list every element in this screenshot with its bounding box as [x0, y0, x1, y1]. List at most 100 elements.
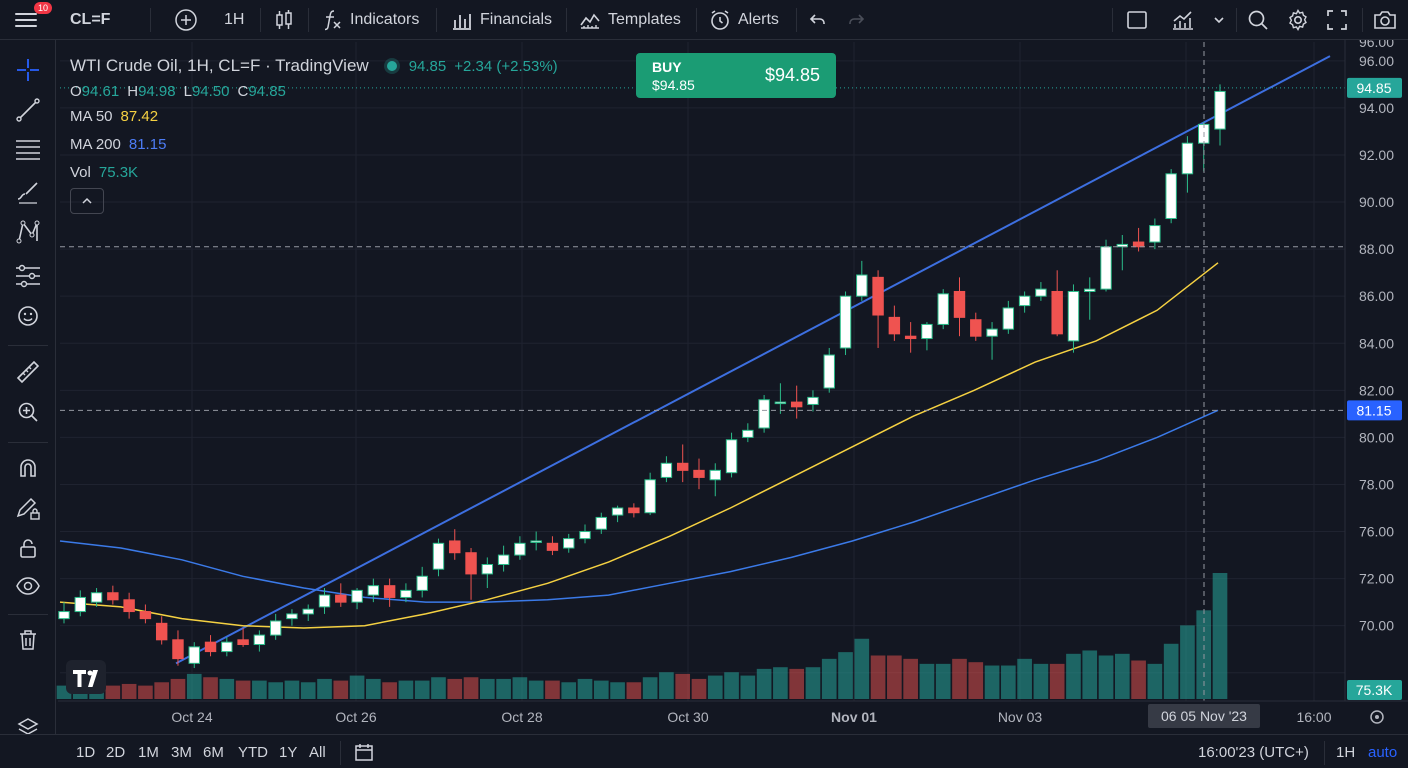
magnet-tool[interactable] — [10, 450, 46, 486]
redo-button[interactable] — [846, 0, 866, 40]
volume-bar — [1163, 643, 1179, 699]
goto-date-button[interactable] — [354, 735, 374, 768]
candle — [123, 592, 135, 619]
candle-body — [481, 563, 494, 575]
fib-tool[interactable] — [10, 132, 46, 168]
lock-icon — [20, 539, 36, 558]
indicators-button[interactable]: Indicators — [320, 0, 419, 40]
pattern-tool[interactable] — [10, 214, 46, 250]
legend-volume-row[interactable]: Vol 75.3K — [70, 158, 558, 186]
chart-style-dropdown[interactable] — [1212, 0, 1226, 40]
timezone-button[interactable]: 16:00'23 (UTC+) — [1198, 743, 1309, 761]
volume-bar — [1017, 658, 1032, 699]
interval-button[interactable]: 1H — [224, 11, 245, 28]
candle-body — [497, 554, 510, 565]
hide-drawings-tool[interactable] — [10, 568, 46, 604]
bottom-interval-button[interactable]: 1H — [1336, 743, 1356, 761]
legend-change: +2.34 (+2.53%) — [454, 57, 558, 75]
range-button-1d[interactable]: 1D — [76, 743, 96, 761]
axis-settings-icon[interactable] — [1370, 710, 1384, 724]
camera-icon — [1374, 11, 1396, 29]
range-button-1y[interactable]: 1Y — [279, 743, 298, 761]
market-status-dot — [386, 61, 397, 71]
candle-body — [1084, 288, 1096, 292]
ma200-line — [59, 409, 1219, 603]
volume-bar — [935, 663, 951, 699]
candle-body — [204, 641, 217, 653]
trendline[interactable] — [175, 55, 1331, 665]
range-button-ytd[interactable]: YTD — [238, 743, 268, 761]
volume-bar — [919, 663, 935, 699]
legend-ma200-row[interactable]: MA 200 81.15 — [70, 130, 558, 158]
chart-type-button[interactable] — [272, 0, 296, 40]
candle-body — [514, 542, 526, 556]
trendline-layer[interactable] — [175, 55, 1331, 665]
candle — [318, 588, 331, 614]
volume-bar — [1147, 663, 1163, 699]
ma50-label: MA 50 — [70, 107, 113, 125]
menu-button[interactable]: 10 — [14, 0, 53, 40]
time-axis[interactable]: Oct 24 Oct 26 Oct 28 Oct 30 Nov 01 Nov 03 16:0… — [58, 700, 1408, 734]
lock-drawing-tool[interactable] — [10, 490, 46, 526]
candle-body — [1018, 295, 1031, 307]
crosshair-time-tag-bg — [1148, 704, 1260, 728]
price-tick-label: 82.00 — [1359, 382, 1394, 398]
volume-bar — [821, 658, 837, 699]
undo-button[interactable] — [808, 0, 828, 40]
prediction-tool[interactable] — [10, 258, 46, 294]
symbol-search-button[interactable]: CL=F — [70, 11, 111, 28]
range-button-all[interactable]: All — [309, 743, 326, 761]
templates-button[interactable]: Templates — [578, 0, 681, 40]
lock-all-tool[interactable] — [10, 530, 46, 566]
alerts-label: Alerts — [738, 11, 779, 28]
alerts-button[interactable]: Alerts — [708, 0, 779, 40]
range-button-2d[interactable]: 2D — [106, 743, 126, 761]
snapshot-button[interactable] — [1372, 0, 1398, 40]
candle-body — [1035, 288, 1047, 297]
ma50-value: 87.42 — [120, 107, 159, 125]
price-axis[interactable]: 96.0096.0094.0092.0090.0088.0086.0084.00… — [1344, 34, 1408, 734]
volume-bar — [317, 678, 332, 699]
crosshair-tool[interactable] — [10, 52, 46, 88]
remove-drawings-tool[interactable] — [10, 622, 46, 658]
trendline-tool[interactable] — [10, 92, 46, 128]
ma200-price-tag-bg — [1347, 400, 1402, 421]
auto-scale-button[interactable]: auto — [1368, 743, 1398, 761]
icons-tool[interactable] — [10, 298, 46, 334]
candle-body — [595, 516, 608, 530]
candle-body — [953, 290, 966, 318]
hamburger-icon — [15, 13, 37, 27]
compare-symbol-button[interactable] — [174, 0, 198, 40]
volume-bar — [740, 675, 756, 699]
volume-bar — [300, 682, 316, 699]
measure-tool[interactable] — [10, 354, 46, 390]
volume-bar — [203, 677, 218, 699]
candle-body — [628, 507, 640, 514]
range-button-1m[interactable]: 1M — [138, 743, 159, 761]
legend-collapse-button[interactable] — [70, 188, 104, 214]
candle — [807, 390, 819, 412]
volume-bar — [1098, 655, 1114, 699]
zoom-tool[interactable] — [10, 394, 46, 430]
time-tick-label: 16:00 — [1296, 709, 1331, 725]
brush-tool[interactable] — [10, 174, 46, 210]
settings-button[interactable] — [1286, 0, 1310, 40]
candlesticks — [58, 84, 1226, 669]
search-button[interactable] — [1246, 0, 1270, 40]
candle-body — [107, 592, 119, 601]
volume-tag: 75.3K — [1356, 682, 1393, 698]
layout-button[interactable] — [1125, 0, 1149, 40]
legend-ma50-row[interactable]: MA 50 87.42 — [70, 102, 558, 130]
fullscreen-button[interactable] — [1326, 0, 1348, 40]
pencil-lock-icon — [16, 497, 40, 520]
range-button-3m[interactable]: 3M — [171, 743, 192, 761]
chevron-up-icon — [82, 197, 92, 204]
chart-style-button[interactable] — [1170, 0, 1196, 40]
candle-body — [579, 531, 591, 540]
candle-body — [188, 646, 200, 664]
volume-bar — [186, 673, 202, 699]
financials-button[interactable]: Financials — [450, 0, 552, 40]
range-button-6m[interactable]: 6M — [203, 743, 224, 761]
buy-button[interactable]: BUY $94.85 $94.85 — [636, 53, 836, 98]
